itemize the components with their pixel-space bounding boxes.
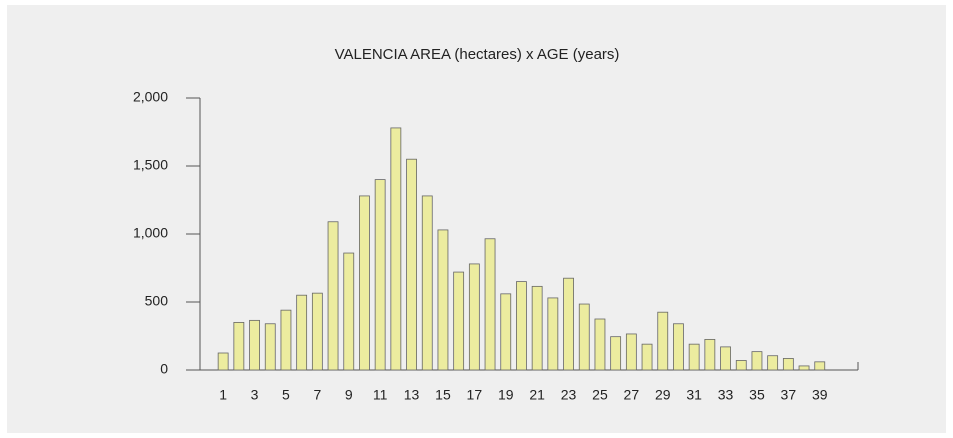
bar [249,319,260,371]
x-tick-label: 13 [404,387,420,403]
x-tick-label: 15 [435,387,451,403]
chart-title: VALENCIA AREA (hectares) x AGE (years) [335,46,620,63]
bar [390,127,402,371]
x-tick-label: 19 [498,387,514,403]
bar [578,303,590,371]
bar [264,323,276,371]
bar [406,158,417,371]
bar [641,343,653,371]
bar [735,360,747,371]
x-tick-label: 33 [718,387,734,403]
x-tick-label: 31 [686,387,702,403]
x-tick-label: 23 [561,387,577,403]
bar [767,355,779,371]
x-tick-label: 5 [282,387,290,403]
x-tick-label: 3 [251,387,259,403]
bar [327,221,339,371]
x-tick-label: 7 [313,387,321,403]
y-tick-label: 500 [145,293,169,309]
x-tick-label: 39 [812,387,828,403]
x-tick-label: 37 [781,387,797,403]
bar [688,343,700,371]
bar [625,333,637,371]
x-tick-label: 27 [624,387,640,403]
bar [704,338,716,371]
bar [610,336,622,371]
bar [421,195,433,371]
bar [343,252,355,371]
bar [296,294,308,371]
bar [484,238,496,371]
bar [563,277,574,371]
bar [814,361,826,371]
x-tick-label: 1 [219,387,227,403]
bar [453,271,465,371]
bar [374,179,386,371]
bar [720,346,731,371]
x-tick-label: 11 [373,387,388,403]
x-tick-label: 25 [592,387,608,403]
bar [798,365,810,371]
bar [217,352,229,371]
bar [500,293,512,371]
y-tick-label: 1,000 [133,225,168,241]
bar [280,309,292,371]
x-tick-label: 35 [749,387,765,403]
bar [594,318,606,371]
bar [673,323,684,371]
bar [547,297,559,371]
bar [437,229,449,371]
x-tick-label: 29 [655,387,671,403]
bar [311,292,323,371]
y-tick-label: 0 [160,361,168,377]
bar [751,351,763,371]
bar [233,321,245,371]
bar [531,285,543,371]
y-tick-label: 2,000 [133,89,168,105]
x-tick-label: 9 [345,387,353,403]
y-tick-label: 1,500 [133,157,168,173]
bar [657,311,669,371]
x-tick-label: 17 [467,387,483,403]
bar [782,358,794,371]
x-tick-label: 21 [529,387,545,403]
bar [359,195,370,371]
bar [468,263,480,371]
bar [516,281,527,371]
